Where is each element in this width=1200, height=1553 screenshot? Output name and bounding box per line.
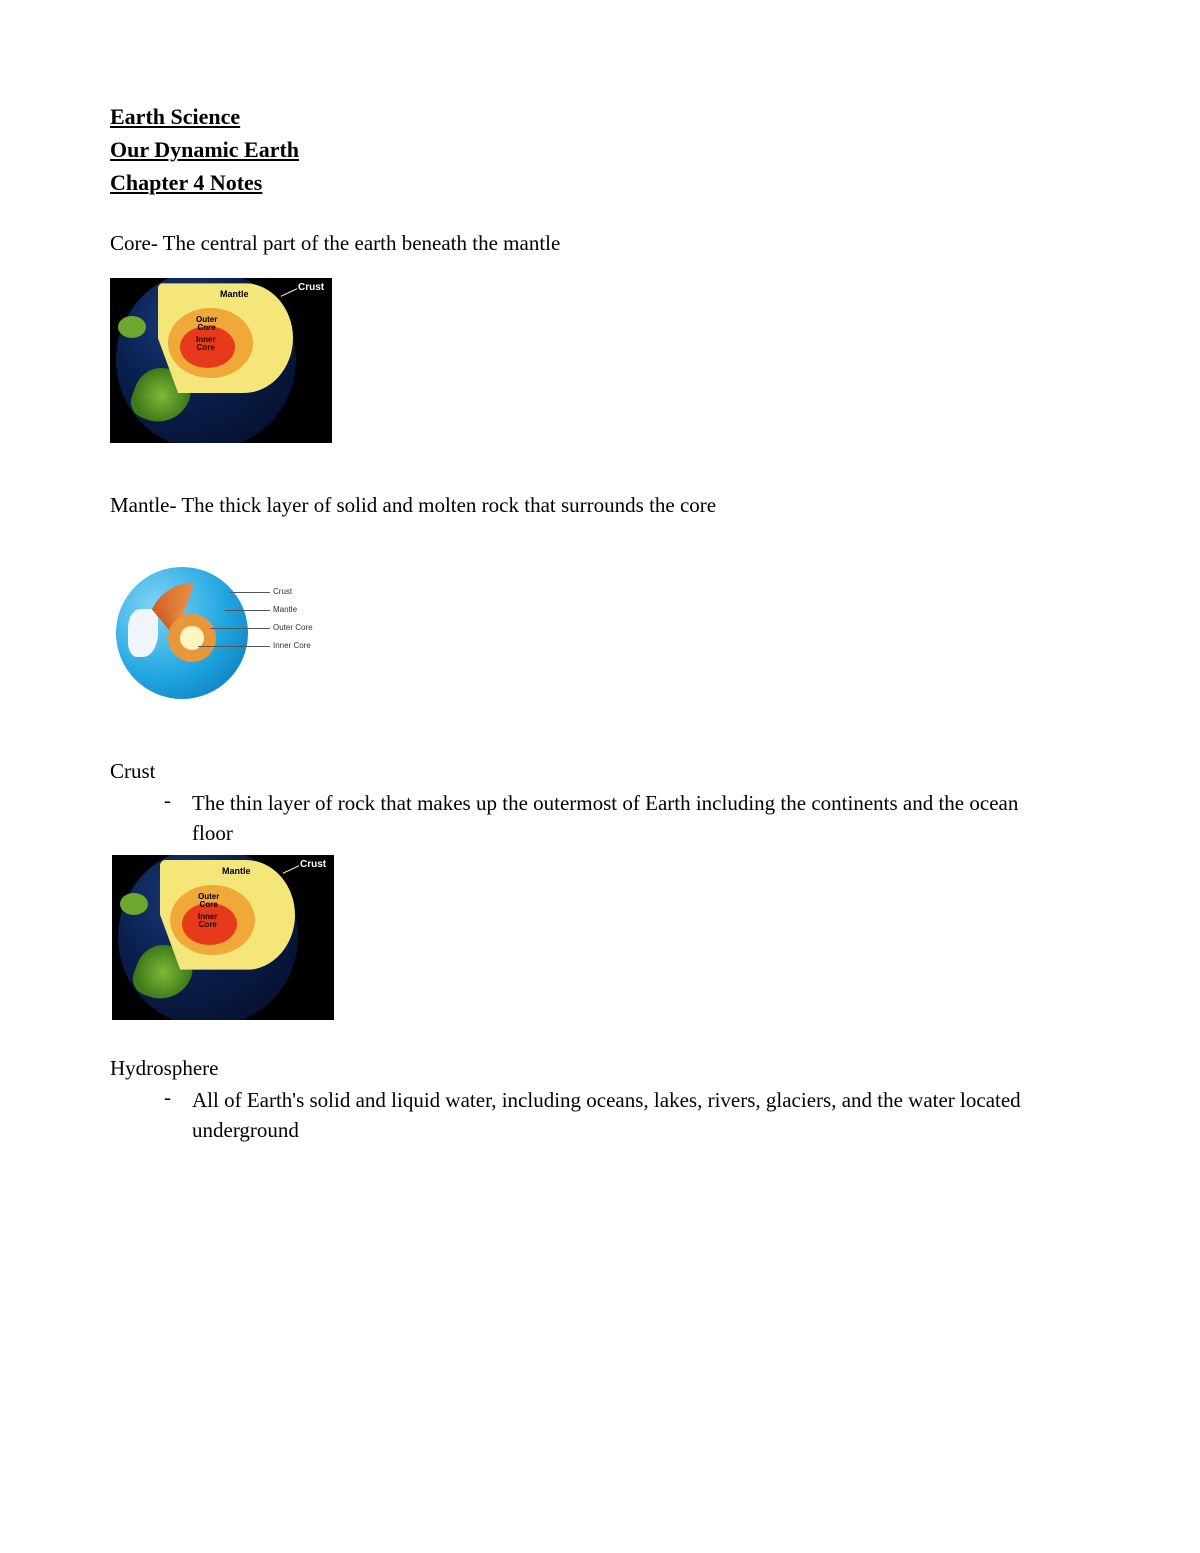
label-crust: Crust (300, 860, 326, 870)
leader-line (210, 628, 270, 629)
header-unit: Our Dynamic Earth (110, 133, 1090, 166)
label-mantle: Mantle (222, 867, 251, 876)
hydrosphere-title: Hydrosphere (110, 1056, 1090, 1081)
label-inner-core: InnerCore (196, 336, 216, 352)
label-mantle: Mantle (220, 290, 249, 299)
bullet-dash: - (164, 788, 192, 849)
hydrosphere-bullet-row: - All of Earth's solid and liquid water,… (110, 1085, 1090, 1146)
core-definition: Core- The central part of the earth bene… (110, 229, 1090, 258)
label-outer-core: OuterCore (198, 893, 219, 909)
mantle-diagram: Crust Mantle Outer Core Inner Core (110, 559, 320, 709)
crust-arrow (283, 865, 300, 874)
section-core: Core- The central part of the earth bene… (110, 229, 1090, 443)
leader-line (225, 610, 270, 611)
crust-bullet-row: - The thin layer of rock that makes up t… (110, 788, 1090, 849)
label-outer-core: Outer Core (273, 623, 313, 632)
leader-line (198, 646, 270, 647)
label-crust: Crust (273, 587, 292, 596)
section-hydrosphere: Hydrosphere - All of Earth's solid and l… (110, 1056, 1090, 1146)
label-mantle: Mantle (273, 605, 297, 614)
label-crust: Crust (298, 283, 324, 293)
section-mantle: Mantle- The thick layer of solid and mol… (110, 491, 1090, 708)
bullet-dash: - (164, 1085, 192, 1146)
label-inner-core: Inner Core (273, 641, 311, 650)
crust-title: Crust (110, 759, 1090, 784)
continent-shape (120, 893, 148, 915)
crust-arrow (281, 289, 298, 298)
header-subject: Earth Science (110, 100, 1090, 133)
leader-line (230, 592, 270, 593)
crust-bullet-text: The thin layer of rock that makes up the… (192, 788, 1052, 849)
mantle-definition: Mantle- The thick layer of solid and mol… (110, 491, 1090, 520)
core-diagram: Mantle OuterCore InnerCore Crust (110, 278, 332, 443)
crust-diagram: Mantle OuterCore InnerCore Crust (112, 855, 334, 1020)
section-crust: Crust - The thin layer of rock that make… (110, 759, 1090, 1020)
label-inner-core: InnerCore (198, 913, 218, 929)
header-chapter: Chapter 4 Notes (110, 166, 1090, 199)
label-outer-core: OuterCore (196, 316, 217, 332)
doc-header: Earth Science Our Dynamic Earth Chapter … (110, 100, 1090, 199)
hydrosphere-bullet-text: All of Earth's solid and liquid water, i… (192, 1085, 1052, 1146)
